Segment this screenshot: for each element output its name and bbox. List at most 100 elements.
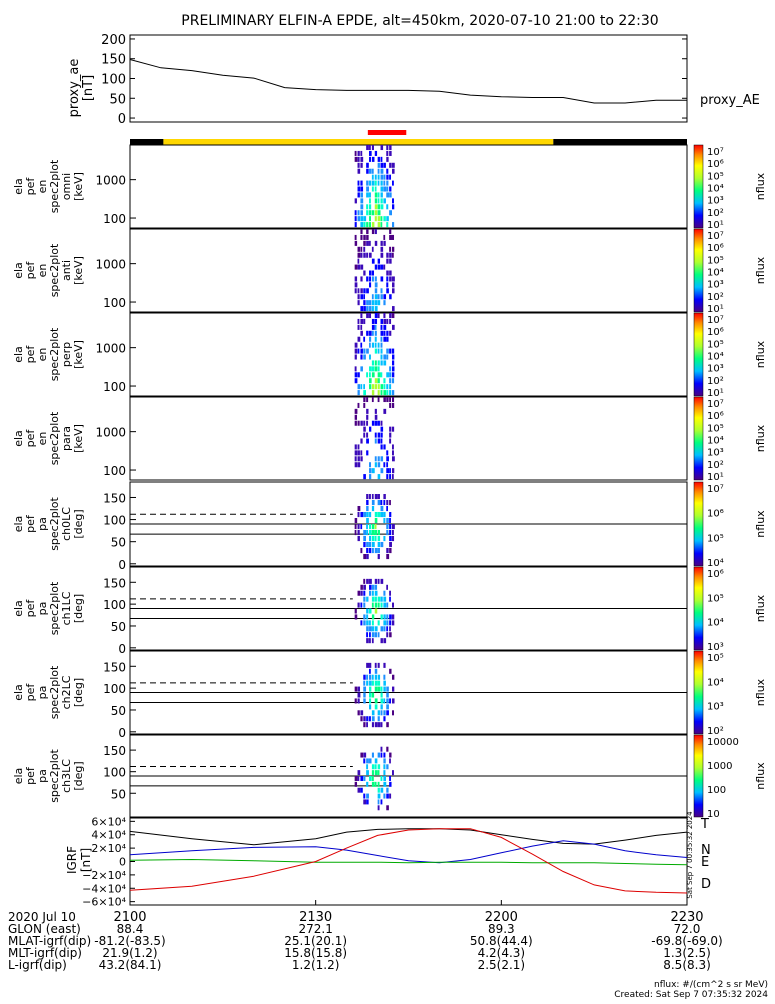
heatmap-cell [360, 752, 364, 758]
heatmap-cell [366, 506, 369, 512]
heatmap-cell [366, 180, 369, 186]
heatmap-cell [374, 530, 378, 536]
heatmap-cell [386, 620, 389, 626]
heatmap-cell [363, 614, 366, 620]
proxy-ae-tick-label: 150 [101, 53, 126, 68]
colorbar-tick-label: 10¹ [707, 220, 724, 231]
heatmap-cell [389, 276, 392, 282]
heatmap-cell [357, 348, 360, 354]
heatmap-cell [383, 408, 387, 414]
heatmap-cell [360, 602, 363, 608]
heatmap-cell [371, 174, 374, 180]
heatmap-cell [366, 234, 369, 240]
heatmap-cell [380, 704, 383, 710]
heatmap-cell [366, 408, 369, 414]
heatmap-cell [371, 494, 374, 500]
heatmap-cell [380, 294, 383, 300]
heatmap-cell [374, 456, 377, 462]
heatmap-cell [357, 252, 361, 258]
heatmap-cell [386, 390, 389, 396]
heatmap-cell [360, 246, 363, 252]
heatmap-cell [383, 378, 386, 384]
heatmap-cell [374, 264, 378, 270]
heatmap-cell [363, 554, 367, 560]
heatmap-cell [369, 674, 372, 680]
heatmap-cell [383, 614, 386, 620]
heatmap-cell [360, 186, 364, 192]
panel-axis-label: ela [12, 430, 25, 447]
panel-tick-label: 0 [118, 726, 126, 740]
heatmap-cell [369, 156, 372, 162]
heatmap-cell [371, 276, 374, 282]
heatmap-cell [374, 313, 378, 319]
heatmap-cell [392, 162, 395, 168]
heatmap-cell [357, 698, 360, 704]
heatmap-cell [369, 548, 372, 554]
heatmap-cell [371, 306, 374, 312]
panel-frame-spec_perp [129, 312, 688, 397]
heatmap-cell [389, 432, 392, 438]
heatmap-cell [366, 518, 369, 524]
colorbar-spec_para [693, 396, 704, 481]
heatmap-cell [360, 354, 363, 360]
heatmap-cell [389, 186, 392, 192]
heatmap-cell [374, 336, 377, 342]
heatmap-cell [374, 174, 377, 180]
x-axis-tick-label: 2100 [113, 910, 146, 925]
heatmap-cell [374, 384, 377, 390]
colorbar-tick-label: 10⁴ [707, 677, 724, 688]
heatmap-cell [360, 276, 363, 282]
heatmap-cell [357, 186, 361, 192]
proxy-ae-tick-label: 50 [109, 92, 126, 107]
heatmap-cell [366, 764, 369, 770]
heatmap-cell [374, 180, 377, 186]
heatmap-cell [389, 626, 391, 632]
igrf-axis-unit: [nT] [79, 848, 93, 872]
panel-frame-spec_para [129, 396, 688, 481]
heatmap-cell [380, 506, 384, 512]
heatmap-cell [366, 438, 369, 444]
heatmap-cell [377, 793, 381, 799]
heatmap-cell [389, 548, 392, 554]
heatmap-cell [354, 408, 358, 414]
heatmap-cell [360, 210, 363, 216]
heatmap-cell [366, 432, 369, 438]
heatmap-cell [380, 186, 384, 192]
heatmap-cell [371, 145, 374, 151]
heatmap-cell [363, 318, 366, 324]
heatmap-cell [360, 512, 364, 518]
igrf-tick-label: −6×10⁴ [82, 896, 126, 909]
panel-axis-label: [keV] [72, 256, 85, 285]
heatmap-cell [374, 432, 377, 438]
heatmap-cell [389, 294, 392, 300]
proxy-ae-legend: proxy_AE [700, 93, 760, 108]
conjunction-marker [367, 130, 407, 135]
heatmap-cell [374, 590, 378, 596]
ephemeris-row-label: L-igrf(dip) [8, 958, 67, 972]
heatmap-cell [374, 626, 378, 632]
heatmap-cell [374, 318, 378, 324]
heatmap-cell [371, 330, 374, 336]
heatmap-cell [357, 686, 361, 692]
heatmap-cell [380, 372, 383, 378]
heatmap-cell [386, 156, 389, 162]
heatmap-cell [354, 348, 358, 354]
heatmap-cell [383, 294, 387, 300]
heatmap-cell [380, 264, 384, 270]
ephemeris-row-label: MLT-igrf(dip) [8, 946, 82, 960]
heatmap-cell [380, 602, 383, 608]
panel-tick-label: 50 [111, 536, 126, 550]
heatmap-cell [360, 294, 364, 300]
ephemeris-value: -81.2(-83.5) [94, 934, 165, 948]
panel-axis-label: spec2plot [48, 411, 61, 465]
heatmap-cell [374, 680, 378, 686]
panel-tick-label: 150 [103, 576, 126, 590]
panel-axis-label: ela [12, 684, 25, 701]
heatmap-cell [366, 494, 369, 500]
heatmap-cell [354, 210, 357, 216]
heatmap-cell [371, 781, 375, 787]
heatmap-cell [383, 764, 386, 770]
colorbar-pa_ch0LC [693, 481, 704, 567]
heatmap-cell [392, 524, 395, 530]
